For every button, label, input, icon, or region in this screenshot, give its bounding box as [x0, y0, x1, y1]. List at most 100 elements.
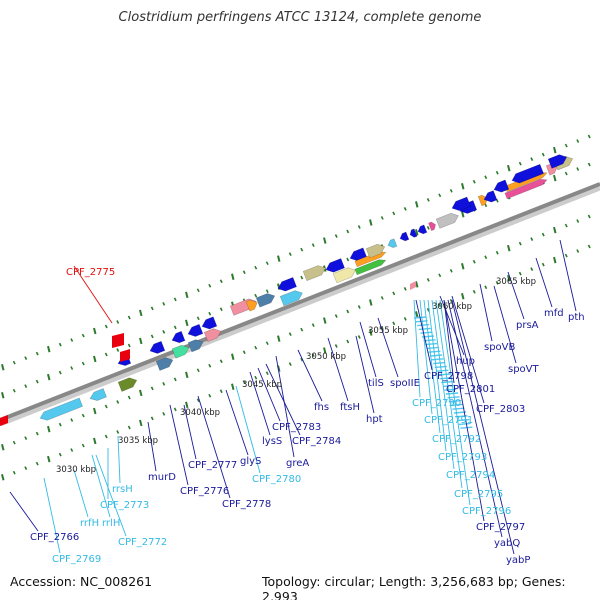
- gene-label[interactable]: CPF_2773: [100, 500, 149, 511]
- label-leader-line: [183, 404, 197, 460]
- gene-label[interactable]: mfd: [544, 308, 564, 319]
- gene-label[interactable]: CPF_2793: [438, 452, 487, 463]
- gene-label[interactable]: spoVT: [508, 364, 540, 375]
- rrna-stripe: [426, 346, 439, 350]
- gene-feature[interactable]: [171, 343, 191, 359]
- gene-feature[interactable]: [354, 257, 387, 276]
- gene-label[interactable]: CPF_2795: [454, 489, 503, 500]
- gene-features: [0, 152, 574, 429]
- gene-label[interactable]: ftsH: [340, 402, 360, 413]
- gene-feature[interactable]: [450, 196, 471, 213]
- tick-mark: [219, 307, 223, 312]
- gene-feature[interactable]: [547, 152, 568, 169]
- gene-feature[interactable]: [324, 258, 345, 275]
- gene-label[interactable]: CPF_2766: [30, 532, 79, 543]
- gene-label[interactable]: CPF_2798: [424, 371, 473, 382]
- gene-label[interactable]: CPF_2784: [292, 436, 341, 447]
- rrna-stripe: [455, 415, 468, 418]
- gene-feature[interactable]: [117, 376, 138, 392]
- gene-feature[interactable]: [428, 221, 438, 231]
- gene-label[interactable]: CPF_2796: [462, 506, 511, 517]
- gene-feature[interactable]: [203, 326, 223, 343]
- gene-feature[interactable]: [410, 281, 416, 290]
- label-leader-line: [535, 257, 553, 308]
- gene-label[interactable]: CPF_2776: [180, 486, 229, 497]
- gene-feature[interactable]: [0, 415, 8, 426]
- gene-feature[interactable]: [279, 288, 304, 307]
- gene-label[interactable]: murD: [148, 472, 176, 483]
- gene-feature[interactable]: [510, 163, 544, 185]
- gene-feature[interactable]: [302, 263, 327, 282]
- gene-label[interactable]: prsA: [516, 320, 539, 331]
- tick-mark: [208, 363, 212, 368]
- gene-feature[interactable]: [276, 277, 297, 293]
- gene-feature[interactable]: [435, 211, 460, 229]
- gene-label[interactable]: CPF_2783: [272, 422, 321, 433]
- gene-label[interactable]: rrsH: [112, 484, 133, 495]
- gene-label[interactable]: fhs: [314, 402, 329, 413]
- gene-feature[interactable]: [255, 291, 276, 308]
- gene-feature[interactable]: [387, 238, 398, 249]
- tick-mark: [265, 341, 269, 346]
- gene-label[interactable]: CPF_2777: [188, 460, 237, 471]
- tick-mark: [392, 321, 396, 326]
- gene-label[interactable]: CPF_2797: [476, 522, 525, 533]
- gene-label[interactable]: greA: [286, 458, 309, 469]
- gene-label[interactable]: CPF_2803: [476, 404, 525, 415]
- gene-feature[interactable]: [120, 349, 130, 362]
- gene-label[interactable]: CPF_2791: [424, 415, 473, 426]
- tick-mark: [461, 211, 465, 218]
- gene-feature[interactable]: [245, 298, 259, 312]
- gene-label[interactable]: CPF_2769: [52, 554, 101, 565]
- tick-mark: [541, 152, 545, 157]
- gene-label[interactable]: rrlH: [102, 518, 120, 529]
- tick-mark: [564, 171, 568, 176]
- tick-mark: [208, 311, 212, 316]
- gene-feature[interactable]: [187, 337, 205, 353]
- gene-feature[interactable]: [170, 330, 186, 345]
- gene-feature[interactable]: [399, 231, 410, 242]
- gene-label[interactable]: hpt: [366, 414, 383, 425]
- gene-feature[interactable]: [409, 228, 418, 239]
- gene-feature[interactable]: [332, 266, 357, 284]
- gene-feature[interactable]: [155, 355, 175, 371]
- gene-label[interactable]: CPF_2772: [118, 537, 167, 548]
- gene-label[interactable]: CPF_2792: [432, 434, 481, 445]
- gene-label[interactable]: hup: [456, 356, 475, 367]
- tick-mark: [426, 197, 430, 202]
- gene-label[interactable]: CPF_2794: [446, 470, 495, 481]
- gene-label[interactable]: CPF_2801: [446, 384, 495, 395]
- gene-label[interactable]: CPF_2775: [66, 267, 115, 278]
- gene-feature[interactable]: [417, 224, 428, 235]
- gene-feature[interactable]: [148, 340, 166, 355]
- gene-feature[interactable]: [186, 323, 204, 338]
- tick-mark: [518, 241, 522, 246]
- gene-label[interactable]: pth: [568, 312, 585, 323]
- gene-label[interactable]: tilS: [368, 378, 384, 389]
- tick-mark: [12, 388, 16, 393]
- gene-feature[interactable]: [200, 316, 218, 331]
- gene-feature[interactable]: [38, 397, 83, 422]
- gene-label[interactable]: CPF_2778: [222, 499, 271, 510]
- gene-feature[interactable]: [365, 242, 386, 259]
- tick-mark: [150, 334, 154, 339]
- scale-tick-label: 3065 kbp: [496, 277, 536, 287]
- gene-label[interactable]: yabP: [506, 555, 530, 566]
- label-leader-line: [559, 239, 577, 312]
- gene-label[interactable]: CPF_2780: [252, 474, 301, 485]
- gene-feature[interactable]: [492, 179, 510, 194]
- gene-label[interactable]: spoIIE: [390, 378, 420, 389]
- gene-feature[interactable]: [504, 177, 548, 200]
- gene-label[interactable]: rrfH: [80, 518, 99, 529]
- gene-label[interactable]: yabQ: [494, 538, 520, 549]
- gene-label[interactable]: spoVB: [484, 342, 516, 353]
- gene-feature[interactable]: [112, 333, 124, 348]
- gene-feature[interactable]: [88, 388, 107, 403]
- tick-mark: [300, 275, 304, 280]
- gene-feature[interactable]: [482, 190, 498, 205]
- gene-label[interactable]: lysS: [262, 436, 282, 447]
- gene-label[interactable]: CPF_2790: [412, 398, 461, 409]
- rrna-stripe: [418, 327, 431, 331]
- gene-label[interactable]: glyS: [240, 456, 261, 467]
